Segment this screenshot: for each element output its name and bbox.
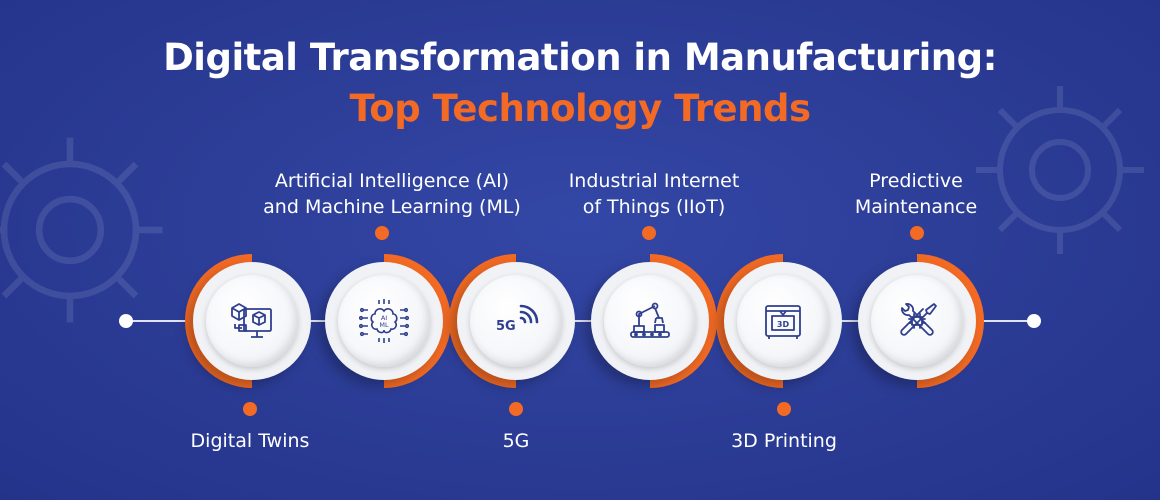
trend-node-3d-printing: 3D — [716, 254, 850, 388]
decorative-gear-icon — [976, 86, 1144, 254]
trend-node-iiot — [583, 254, 717, 388]
node-inner-circle: AI ML — [338, 275, 430, 367]
label-line: Maintenance — [854, 196, 978, 218]
node-inner-circle — [604, 275, 696, 367]
node-outer-circle: 5G — [457, 262, 575, 380]
label-line: Artificial Intelligence (AI) — [274, 170, 510, 192]
timeline-end-point — [1027, 314, 1041, 328]
3d-printer-icon: 3D — [765, 305, 801, 339]
node-inner-circle — [871, 275, 963, 367]
label-line: 3D Printing — [731, 430, 837, 452]
node-outer-circle — [858, 262, 976, 380]
trend-node-5g: 5G — [449, 254, 583, 388]
label-line: and Machine Learning (ML) — [263, 196, 521, 218]
connector-dot-3d-printing — [777, 402, 791, 416]
robotic-arm-icon — [630, 302, 670, 338]
trend-node-digital-twins — [185, 254, 319, 388]
connector-dot-ai-ml — [375, 226, 389, 240]
label-line: 5G — [502, 430, 530, 452]
node-inner-circle: 5G — [470, 275, 562, 367]
node-inner-circle — [206, 275, 298, 367]
decorative-gear-icon — [0, 137, 163, 323]
label-5g: 5G — [466, 428, 566, 454]
label-line: Industrial Internet — [568, 170, 740, 192]
timeline-start-point — [119, 314, 133, 328]
page-title: Digital Transformation in Manufacturing: — [163, 36, 997, 79]
node-outer-circle: 3D — [724, 262, 842, 380]
label-ai-ml: Artificial Intelligence (AI) and Machine… — [242, 168, 542, 220]
label-line: Digital Twins — [190, 430, 310, 452]
ai-ml-brain-icon: AI ML — [359, 299, 409, 343]
5g-icon-text: 5G — [496, 319, 516, 334]
trend-node-ai-ml: AI ML — [317, 254, 451, 388]
label-line: of Things (IIoT) — [582, 196, 726, 218]
connector-dot-digital-twins — [243, 402, 257, 416]
label-line: Predictive — [869, 170, 963, 192]
label-predictive-maintenance: Predictive Maintenance — [816, 168, 1016, 220]
label-3d-printing: 3D Printing — [684, 428, 884, 454]
digital-twin-icon — [231, 303, 272, 338]
5g-signal-icon: 5G — [496, 304, 539, 334]
connector-dot-5g — [509, 402, 523, 416]
3d-icon-text: 3D — [777, 320, 790, 329]
node-inner-circle: 3D — [737, 275, 829, 367]
label-digital-twins: Digital Twins — [150, 428, 350, 454]
node-outer-circle — [591, 262, 709, 380]
connector-dot-predictive-maintenance — [910, 226, 924, 240]
ai-icon-text: AI — [381, 314, 387, 322]
wrench-screwdriver-icon — [900, 303, 937, 336]
ml-icon-text: ML — [379, 321, 389, 329]
page-subtitle: Top Technology Trends — [349, 87, 811, 130]
trend-node-predictive-maintenance — [850, 254, 984, 388]
node-outer-circle: AI ML — [325, 262, 443, 380]
label-iiot: Industrial Internet of Things (IIoT) — [529, 168, 779, 220]
connector-dot-iiot — [642, 226, 656, 240]
node-outer-circle — [193, 262, 311, 380]
